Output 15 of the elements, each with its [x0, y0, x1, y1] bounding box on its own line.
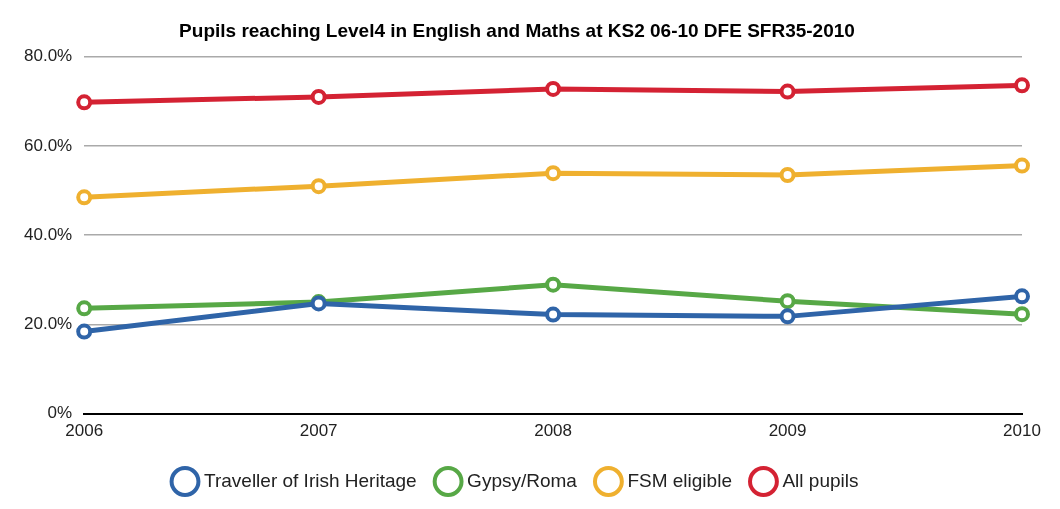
chart-title: Pupils reaching Level4 in English and Maths at KS2 06-10 DFE SFR35-2010: [179, 19, 855, 41]
legend-label: FSM eligible: [627, 469, 732, 491]
y-tick-label: 0%: [47, 403, 73, 423]
legend-label: Gypsy/Roma: [467, 469, 578, 491]
x-tick-label: 2007: [299, 421, 338, 441]
y-tick-label: 60.0%: [24, 135, 73, 155]
legend-label: All pupils: [782, 469, 859, 491]
x-tick-label: 2006: [65, 421, 104, 441]
x-tick-label: 2010: [1003, 421, 1041, 441]
legend-label: Traveller of Irish Heritage: [204, 469, 417, 491]
x-tick-label: 2009: [768, 421, 807, 441]
y-tick-label: 80.0%: [24, 46, 73, 66]
x-tick-label: 2008: [534, 421, 573, 441]
y-tick-label: 40.0%: [24, 224, 73, 244]
y-tick-label: 20.0%: [24, 314, 73, 334]
